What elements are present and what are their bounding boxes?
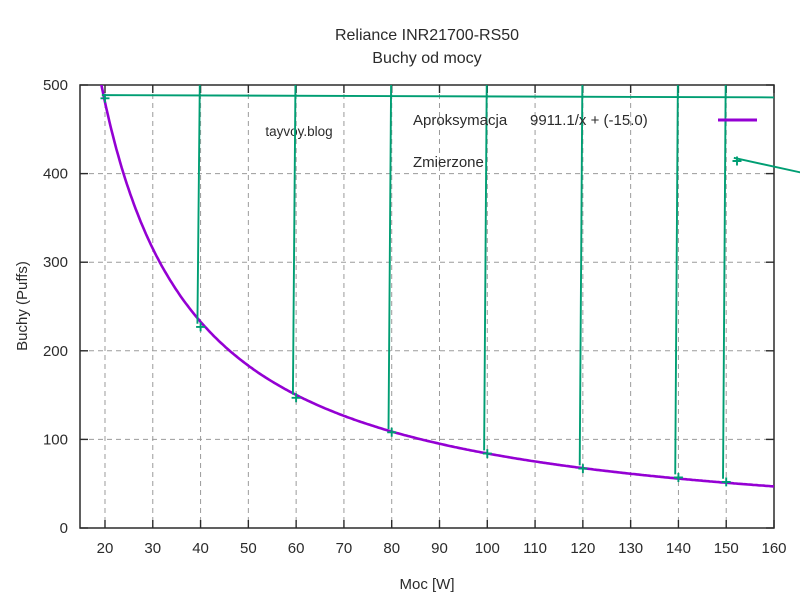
watermark: tayvoy.blog xyxy=(265,124,332,139)
data-point xyxy=(482,85,492,459)
x-tick-label: 130 xyxy=(618,540,643,557)
x-tick-label: 60 xyxy=(288,540,305,557)
x-tick-label: 70 xyxy=(336,540,353,557)
x-tick-label: 20 xyxy=(97,540,114,557)
y-tick-label: 400 xyxy=(43,166,68,183)
x-tick-label: 30 xyxy=(144,540,161,557)
legend-point-sample xyxy=(732,156,800,174)
gridlines xyxy=(80,85,774,528)
data-point xyxy=(721,85,731,487)
x-axis-label: Moc [W] xyxy=(400,576,455,593)
data-point xyxy=(100,93,774,103)
y-tick-label: 500 xyxy=(43,77,68,94)
x-tick-label: 50 xyxy=(240,540,257,557)
legend-fit-name: Aproksymacja xyxy=(413,112,508,129)
plot-border xyxy=(79,84,775,529)
x-tick-labels: 20 30 40 50 60 70 80 90 100 110 120 130 140 150 160 xyxy=(97,540,787,557)
y-tick-label: 200 xyxy=(43,343,68,360)
data-point xyxy=(673,85,683,482)
chart-title: Reliance INR21700-RS50 xyxy=(335,27,519,44)
data-point xyxy=(291,85,301,403)
y-tick-label: 100 xyxy=(43,431,68,448)
fit-curve xyxy=(100,85,774,488)
x-tick-label: 140 xyxy=(666,540,691,557)
data-point xyxy=(196,85,206,332)
x-tick-label: 40 xyxy=(192,540,209,557)
legend-measured-label: Zmierzone xyxy=(413,154,484,171)
chart-subtitle: Buchy od mocy xyxy=(372,50,481,67)
x-tick-label: 160 xyxy=(761,540,786,557)
data-point xyxy=(578,85,588,474)
x-tick-label: 100 xyxy=(475,540,500,557)
x-tick-label: 110 xyxy=(523,540,547,557)
legend: Aproksymacja 9911.1/x + (-15.0) Zmierzon… xyxy=(413,112,800,174)
series-layer xyxy=(100,85,774,488)
y-tick-label: 300 xyxy=(43,254,68,271)
x-tick-label: 90 xyxy=(431,540,448,557)
y-axis-label: Buchy (Puffs) xyxy=(14,261,31,351)
data-point xyxy=(387,85,397,437)
x-tick-label: 80 xyxy=(383,540,400,557)
axis-ticks xyxy=(80,84,775,529)
y-tick-labels: 0 100 200 300 400 500 xyxy=(43,77,68,537)
x-tick-label: 150 xyxy=(714,540,739,557)
legend-fit-formula: 9911.1/x + (-15.0) xyxy=(530,112,648,129)
legend-marker xyxy=(732,156,800,174)
y-tick-label: 0 xyxy=(60,520,68,537)
x-tick-label: 120 xyxy=(570,540,595,557)
